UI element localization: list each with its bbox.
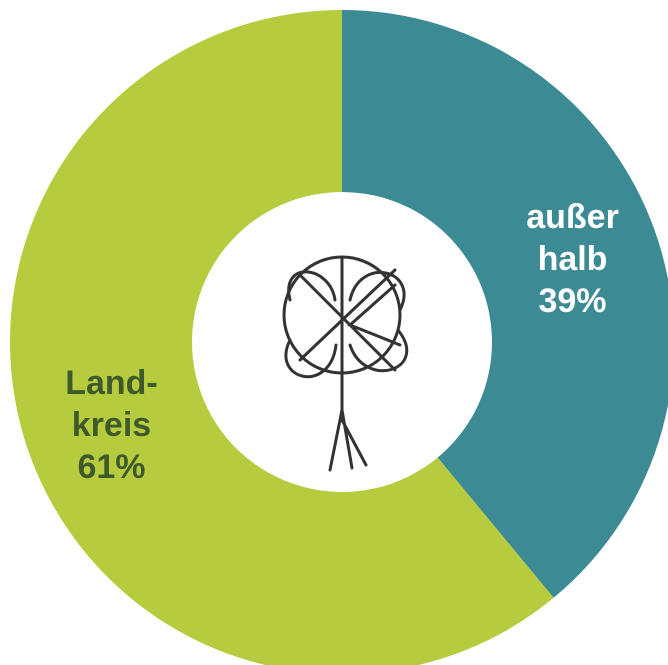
logo <box>284 257 407 470</box>
value-label: 39% <box>513 280 633 322</box>
category-label: Land- kreis <box>51 362 171 446</box>
slices <box>10 10 668 665</box>
chart <box>0 0 668 665</box>
value-label: 61% <box>51 446 171 488</box>
category-label: außer halb <box>513 196 633 280</box>
page: außer halb39% Land- kreis61% <box>0 0 668 665</box>
